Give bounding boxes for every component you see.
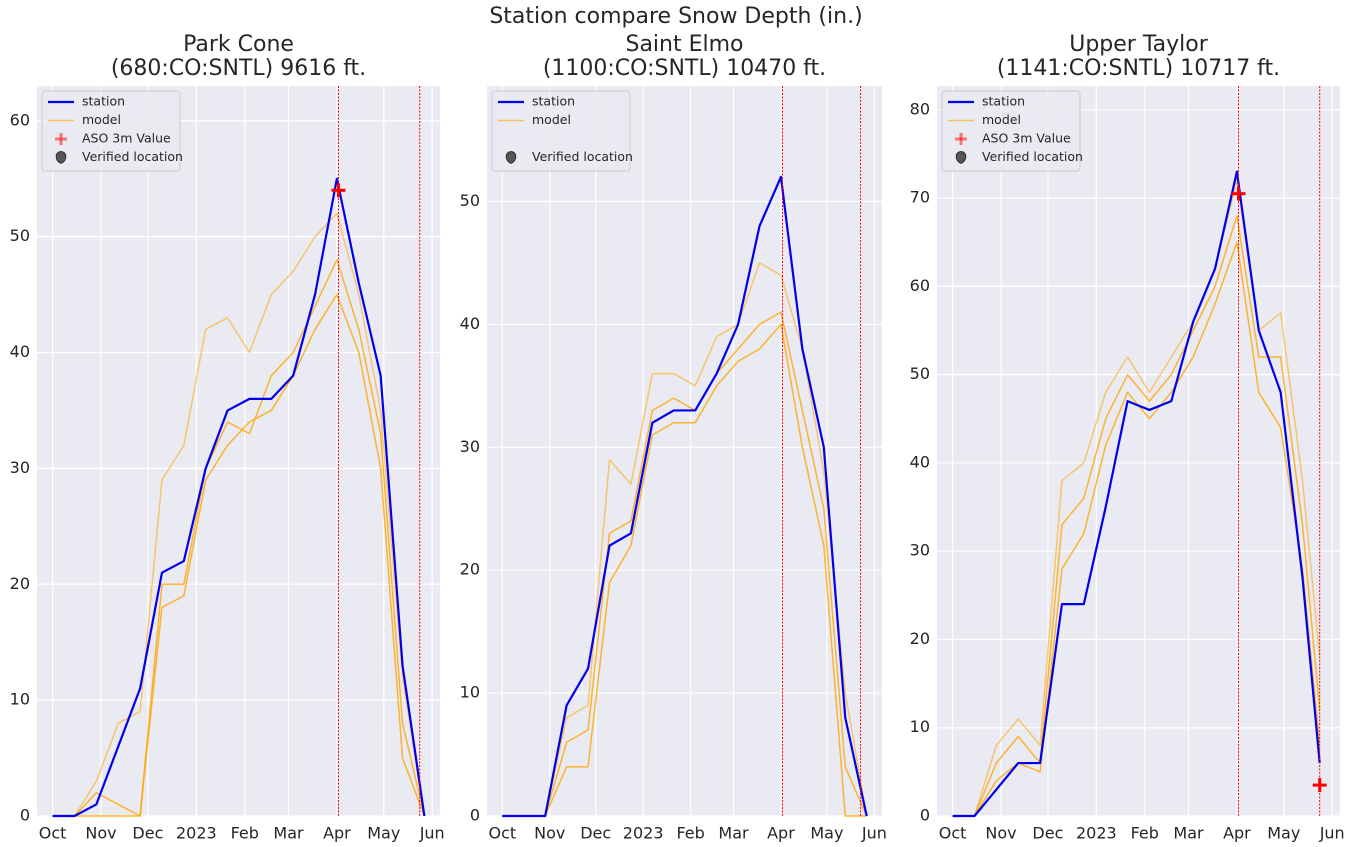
x-tick-label: Mar — [1173, 824, 1204, 843]
y-tick-label: 0 — [920, 806, 930, 825]
plot-area — [937, 86, 1340, 816]
legend-label: ASO 3m Value — [982, 131, 1071, 146]
x-tick-label: Jun — [419, 824, 445, 843]
x-tick-label: May — [810, 824, 843, 843]
x-tick-label: Apr — [323, 824, 351, 843]
x-tick-label: May — [1267, 824, 1300, 843]
legend-swatch — [55, 151, 67, 164]
legend-box — [491, 90, 631, 172]
model-line — [52, 293, 426, 817]
y-tick-label: 20 — [460, 560, 480, 579]
legend-label: Verified location — [532, 149, 633, 164]
x-tick-label: Feb — [676, 824, 704, 843]
model-line — [502, 323, 867, 817]
x-tick-label: Nov — [85, 824, 116, 843]
legend-swatch — [505, 151, 517, 164]
x-tick-label: Feb — [231, 824, 259, 843]
x-tick-label: Oct — [488, 824, 516, 843]
y-tick-label: 30 — [10, 458, 30, 477]
station-line — [952, 170, 1321, 818]
x-tick-label: Dec — [580, 824, 611, 843]
plot-area — [37, 86, 440, 816]
x-tick-label: Oct — [939, 824, 967, 843]
legend-label: Verified location — [82, 149, 183, 164]
legend-label: Verified location — [982, 149, 1083, 164]
y-tick-label: 50 — [910, 364, 930, 383]
model-line — [502, 311, 868, 817]
chart-title: Upper Taylor — [1069, 32, 1208, 57]
x-tick-label: Feb — [1131, 824, 1159, 843]
y-tick-label: 70 — [910, 188, 930, 207]
x-tick-label: May — [367, 824, 400, 843]
model-line — [52, 212, 426, 817]
x-tick-label: Apr — [767, 824, 795, 843]
y-tick-label: 30 — [910, 541, 930, 560]
legend-swatch — [955, 151, 967, 164]
chart-title: Park Cone — [183, 32, 294, 57]
x-tick-label: 2023 — [176, 824, 217, 843]
chart-subtitle: (1141:CO:SNTL) 10717 ft. — [997, 56, 1280, 81]
model-line — [952, 215, 1321, 817]
legend-label: station — [82, 94, 125, 109]
x-tick-label: Nov — [985, 824, 1016, 843]
x-tick-label: Nov — [534, 824, 565, 843]
aso-marker — [331, 183, 346, 198]
legend-label: model — [82, 112, 121, 127]
x-tick-label: Mar — [718, 824, 749, 843]
model-line — [52, 259, 426, 817]
y-tick-label: 30 — [460, 437, 480, 456]
x-tick-label: Dec — [1032, 824, 1063, 843]
x-tick-label: Jun — [861, 824, 887, 843]
aso-marker — [1312, 778, 1327, 793]
x-tick-label: 2023 — [1076, 824, 1117, 843]
chart-title: Saint Elmo — [625, 32, 743, 57]
y-tick-label: 50 — [10, 226, 30, 245]
y-tick-label: 10 — [910, 717, 930, 736]
x-tick-label: Dec — [132, 824, 163, 843]
x-tick-label: Mar — [273, 824, 304, 843]
aso-marker — [1231, 186, 1246, 201]
x-tick-label: 2023 — [623, 824, 664, 843]
y-tick-label: 80 — [910, 99, 930, 118]
y-tick-label: 10 — [10, 690, 30, 709]
y-tick-label: 0 — [470, 806, 480, 825]
chart-subtitle: (680:CO:SNTL) 9616 ft. — [111, 56, 366, 81]
legend-label: model — [532, 112, 571, 127]
y-tick-label: 20 — [910, 629, 930, 648]
y-tick-label: 10 — [460, 683, 480, 702]
legend-box — [41, 90, 181, 172]
model-line — [952, 179, 1321, 817]
legend-label: model — [982, 112, 1021, 127]
y-tick-label: 40 — [10, 342, 30, 361]
legend-label: station — [982, 94, 1025, 109]
x-tick-label: Apr — [1223, 824, 1251, 843]
legend-box — [941, 90, 1081, 172]
y-tick-label: 60 — [910, 276, 930, 295]
figure-title: Station compare Snow Depth (in.) — [489, 4, 862, 29]
chart-subtitle: (1100:CO:SNTL) 10470 ft. — [543, 56, 826, 81]
legend-label: station — [532, 94, 575, 109]
y-tick-label: 20 — [10, 574, 30, 593]
y-tick-label: 50 — [460, 191, 480, 210]
x-tick-label: Oct — [39, 824, 67, 843]
legend-label: ASO 3m Value — [82, 131, 171, 146]
x-tick-label: Jun — [1319, 824, 1345, 843]
station-line — [502, 175, 868, 818]
y-tick-label: 0 — [20, 806, 30, 825]
plot-area — [487, 86, 882, 816]
y-tick-label: 60 — [10, 110, 30, 129]
station-line — [52, 177, 426, 818]
y-tick-label: 40 — [460, 314, 480, 333]
y-tick-label: 40 — [910, 452, 930, 471]
